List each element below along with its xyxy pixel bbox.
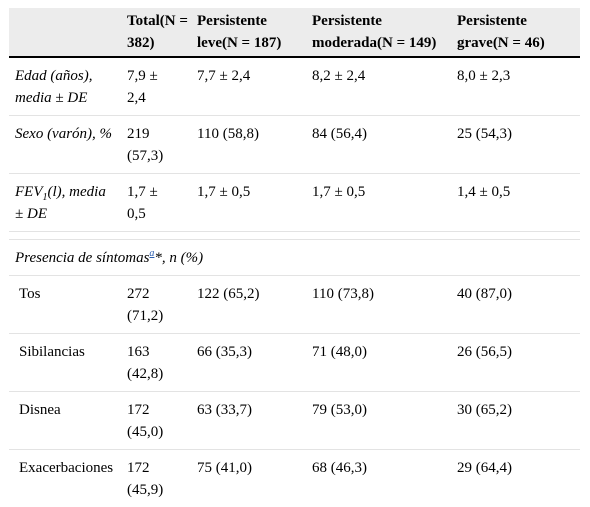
cell-total: 163(42,8) [127,334,197,392]
row-label: Exacerbaciones [9,450,127,507]
cell-grave: 40 (87,0) [457,276,580,334]
cell-grave: 29 (64,4) [457,450,580,507]
cell-total: 272(71,2) [127,276,197,334]
cell-moderada: 1,7 ± 0,5 [312,174,457,232]
spacer-row [9,232,580,240]
cell-total: 219(57,3) [127,116,197,174]
section-row-sintomas: Presencia de síntomasa*, n (%) [9,240,580,276]
cell-grave: 8,0 ± 2,3 [457,57,580,116]
cell-grave: 1,4 ± 0,5 [457,174,580,232]
cell-leve: 1,7 ± 0,5 [197,174,312,232]
section-title: Presencia de síntomasa*, n (%) [9,240,580,276]
row-label: Disnea [9,392,127,450]
table-row-exacerbaciones: Exacerbaciones 172(45,9) 75 (41,0) 68 (4… [9,450,580,507]
row-label: Edad (años),media ± DE [9,57,127,116]
table-row-disnea: Disnea 172(45,0) 63 (33,7) 79 (53,0) 30 … [9,392,580,450]
cell-moderada: 68 (46,3) [312,450,457,507]
cell-moderada: 110 (73,8) [312,276,457,334]
cell-grave: 30 (65,2) [457,392,580,450]
row-label: Sibilancias [9,334,127,392]
cell-total: 1,7 ±0,5 [127,174,197,232]
header-empty [9,8,127,57]
row-label: Tos [9,276,127,334]
cell-leve: 66 (35,3) [197,334,312,392]
table-row-tos: Tos 272(71,2) 122 (65,2) 110 (73,8) 40 (… [9,276,580,334]
table-row-edad: Edad (años),media ± DE 7,9 ±2,4 7,7 ± 2,… [9,57,580,116]
cell-total: 7,9 ±2,4 [127,57,197,116]
cell-moderada: 8,2 ± 2,4 [312,57,457,116]
table-row-sibilancias: Sibilancias 163(42,8) 66 (35,3) 71 (48,0… [9,334,580,392]
cell-total: 172(45,0) [127,392,197,450]
row-label: FEV1(l), media± DE [9,174,127,232]
row-label: Sexo (varón), % [9,116,127,174]
cell-moderada: 71 (48,0) [312,334,457,392]
cell-total: 172(45,9) [127,450,197,507]
header-total: Total(N =382) [127,8,197,57]
table-row-fev: FEV1(l), media± DE 1,7 ±0,5 1,7 ± 0,5 1,… [9,174,580,232]
cell-leve: 110 (58,8) [197,116,312,174]
cell-leve: 122 (65,2) [197,276,312,334]
cell-leve: 7,7 ± 2,4 [197,57,312,116]
cell-grave: 26 (56,5) [457,334,580,392]
cell-leve: 63 (33,7) [197,392,312,450]
cell-grave: 25 (54,3) [457,116,580,174]
cell-moderada: 84 (56,4) [312,116,457,174]
cell-moderada: 79 (53,0) [312,392,457,450]
table-row-sexo: Sexo (varón), % 219(57,3) 110 (58,8) 84 … [9,116,580,174]
cell-leve: 75 (41,0) [197,450,312,507]
